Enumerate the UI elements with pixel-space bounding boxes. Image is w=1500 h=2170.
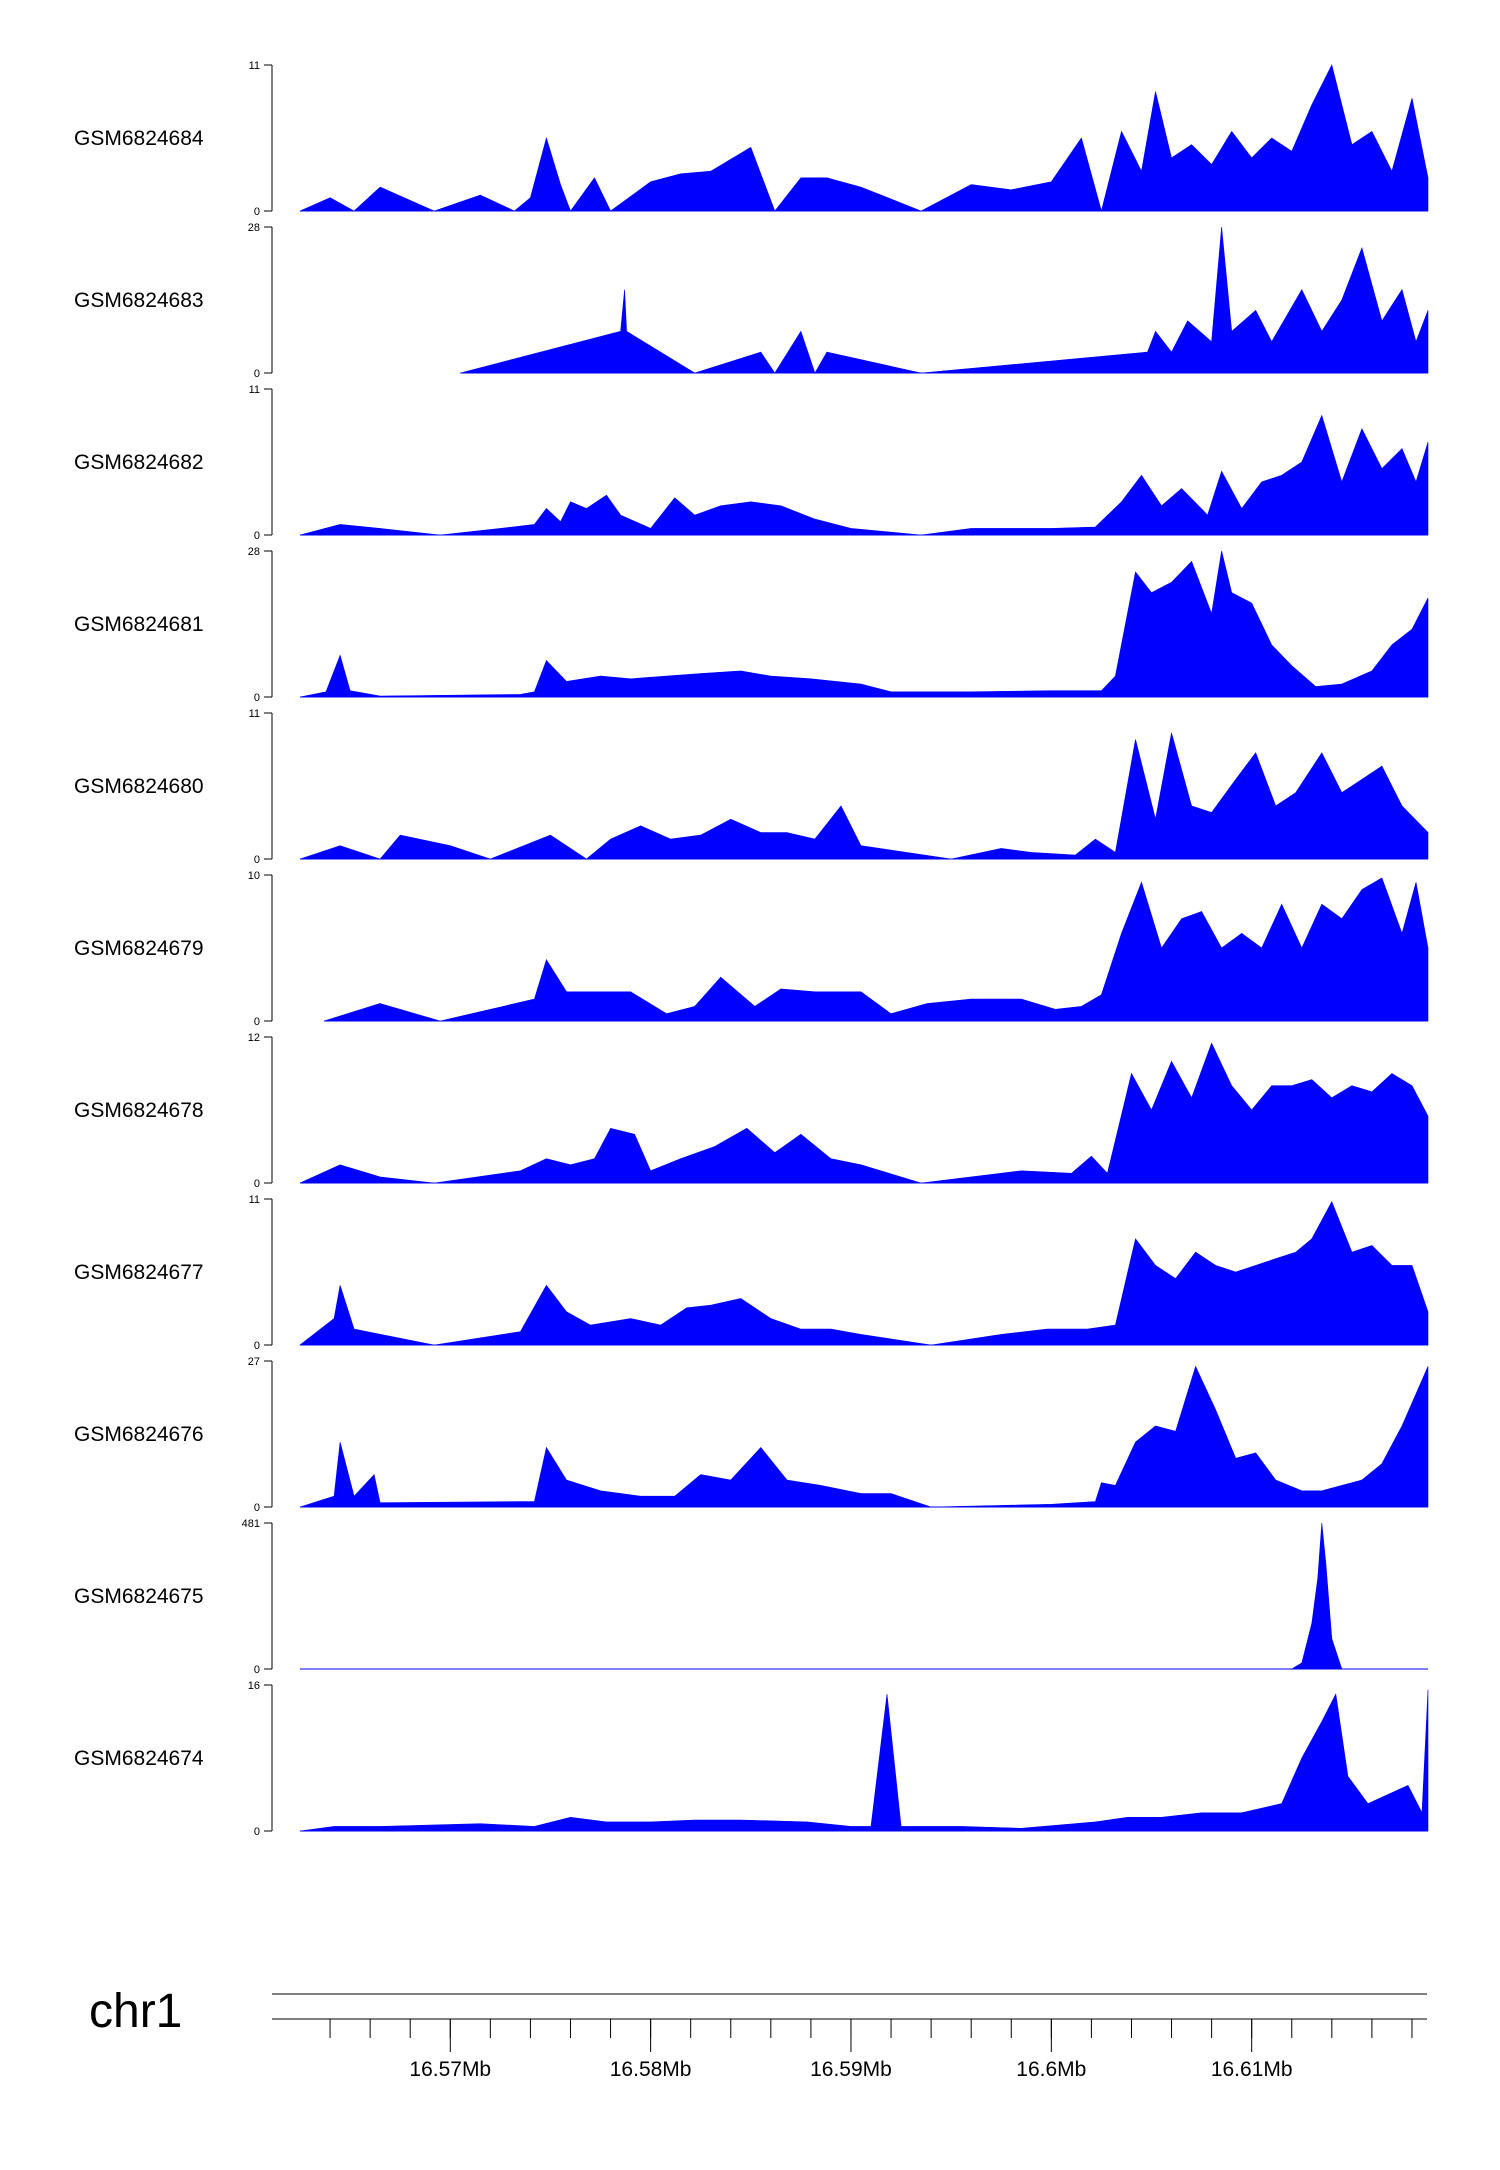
y-axis-max-label: 28 — [248, 222, 260, 234]
genome-tick-label: 16.57Mb — [409, 2058, 491, 2081]
y-axis-min-label: 0 — [254, 1178, 260, 1190]
track-label: GSM6824681 — [74, 613, 204, 636]
track-GSM6824684: GSM6824684 11 0 — [74, 60, 1429, 218]
y-axis-min-label: 0 — [254, 368, 260, 380]
coverage-area — [299, 732, 1429, 860]
y-axis-max-label: 28 — [248, 546, 260, 558]
coverage-area — [299, 64, 1429, 213]
y-axis-max-label: 11 — [249, 708, 260, 720]
coverage-area — [299, 550, 1429, 698]
track-label: GSM6824684 — [74, 127, 204, 150]
track-label: GSM6824676 — [74, 1423, 204, 1446]
coverage-area — [299, 1365, 1429, 1508]
track-GSM6824682: GSM6824682 11 0 — [74, 384, 1429, 542]
y-axis-min-label: 0 — [254, 206, 260, 218]
track-GSM6824676: GSM6824676 27 0 — [74, 1356, 1429, 1514]
genome-tick-label: 16.61Mb — [1211, 2058, 1293, 2081]
track-GSM6824678: GSM6824678 12 0 — [74, 1032, 1429, 1190]
track-GSM6824674: GSM6824674 16 0 — [74, 1680, 1429, 1838]
y-axis-max-label: 10 — [248, 870, 260, 882]
y-axis-min-label: 0 — [254, 1664, 260, 1676]
coverage-area — [299, 414, 1429, 536]
coverage-area — [299, 1689, 1429, 1832]
track-GSM6824681: GSM6824681 28 0 — [74, 546, 1429, 704]
coverage-area — [323, 877, 1429, 1022]
genome-ticks: 16.57Mb 16.58Mb 16.59Mb 16.6Mb 16.61Mb — [329, 2019, 1413, 2081]
genome-tick-label: 16.6Mb — [1016, 2058, 1086, 2081]
track-GSM6824680: GSM6824680 11 0 — [74, 708, 1429, 866]
y-axis-max-label: 481 — [242, 1518, 260, 1530]
y-axis-min-label: 0 — [254, 854, 260, 866]
y-axis-max-label: 11 — [249, 1194, 260, 1206]
track-GSM6824675: GSM6824675 481 0 — [74, 1518, 1428, 1676]
genome-axis: chr1 16.57Mb 16.58Mb 16.59Mb 16.6Mb 16.61Mb — [89, 1985, 1427, 2081]
coverage-area — [300, 1522, 1428, 1670]
coverage-tracks: GSM6824684110GSM6824683280GSM6824682110G… — [74, 60, 1429, 1838]
chromosome-label: chr1 — [89, 1985, 182, 2038]
y-axis-max-label: 27 — [248, 1356, 260, 1368]
y-axis-max-label: 11 — [249, 384, 260, 396]
y-axis-max-label: 12 — [248, 1032, 260, 1044]
y-axis-min-label: 0 — [254, 1826, 260, 1838]
track-label: GSM6824674 — [74, 1747, 204, 1770]
y-axis-min-label: 0 — [254, 1016, 260, 1028]
track-label: GSM6824677 — [74, 1261, 204, 1284]
y-axis-max-label: 11 — [249, 60, 260, 72]
y-axis-max-label: 16 — [248, 1680, 260, 1692]
track-label: GSM6824683 — [74, 289, 204, 312]
track-label: GSM6824682 — [74, 451, 204, 474]
y-axis-min-label: 0 — [254, 1502, 260, 1514]
track-GSM6824683: GSM6824683 28 0 — [74, 222, 1429, 380]
y-axis-min-label: 0 — [254, 692, 260, 704]
coverage-area — [299, 1042, 1429, 1184]
track-GSM6824677: GSM6824677 11 0 — [74, 1194, 1429, 1352]
coverage-area — [460, 226, 1429, 374]
track-GSM6824679: GSM6824679 10 0 — [74, 870, 1429, 1028]
track-label: GSM6824675 — [74, 1585, 204, 1608]
track-label: GSM6824679 — [74, 937, 204, 960]
genome-tick-label: 16.59Mb — [810, 2058, 892, 2081]
genome-tick-label: 16.58Mb — [610, 2058, 692, 2081]
track-label: GSM6824678 — [74, 1099, 204, 1122]
y-axis-min-label: 0 — [254, 530, 260, 542]
y-axis-min-label: 0 — [254, 1340, 260, 1352]
coverage-area — [299, 1200, 1429, 1346]
track-label: GSM6824680 — [74, 775, 204, 798]
